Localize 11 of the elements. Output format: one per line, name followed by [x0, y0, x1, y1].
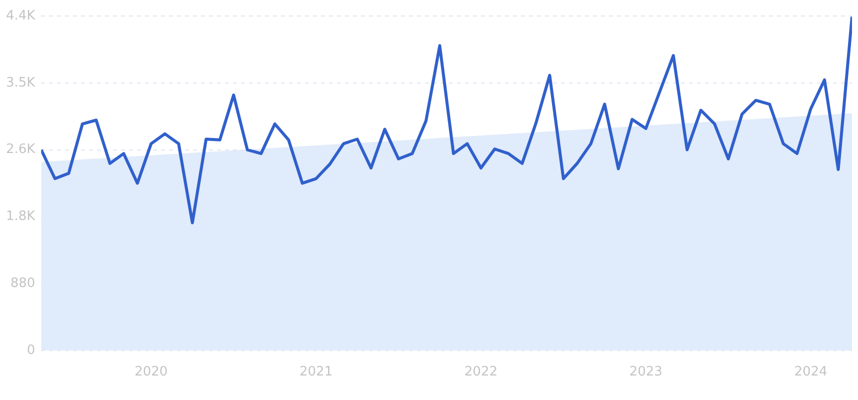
y-tick-label: 4.4K — [6, 8, 36, 24]
y-tick-label: 0 — [26, 342, 36, 358]
x-tick-label: 2021 — [300, 364, 333, 380]
x-tick-label: 2024 — [794, 364, 828, 380]
y-tick-label: 3.5K — [6, 75, 36, 90]
x-tick-label: 2023 — [629, 364, 662, 380]
y-tick-label: 880 — [10, 276, 36, 291]
y-tick-label: 1.8K — [6, 209, 36, 224]
y-tick-label: 2.6K — [6, 142, 36, 158]
x-tick-label: 2022 — [464, 364, 498, 380]
x-tick-label: 2020 — [134, 364, 168, 380]
